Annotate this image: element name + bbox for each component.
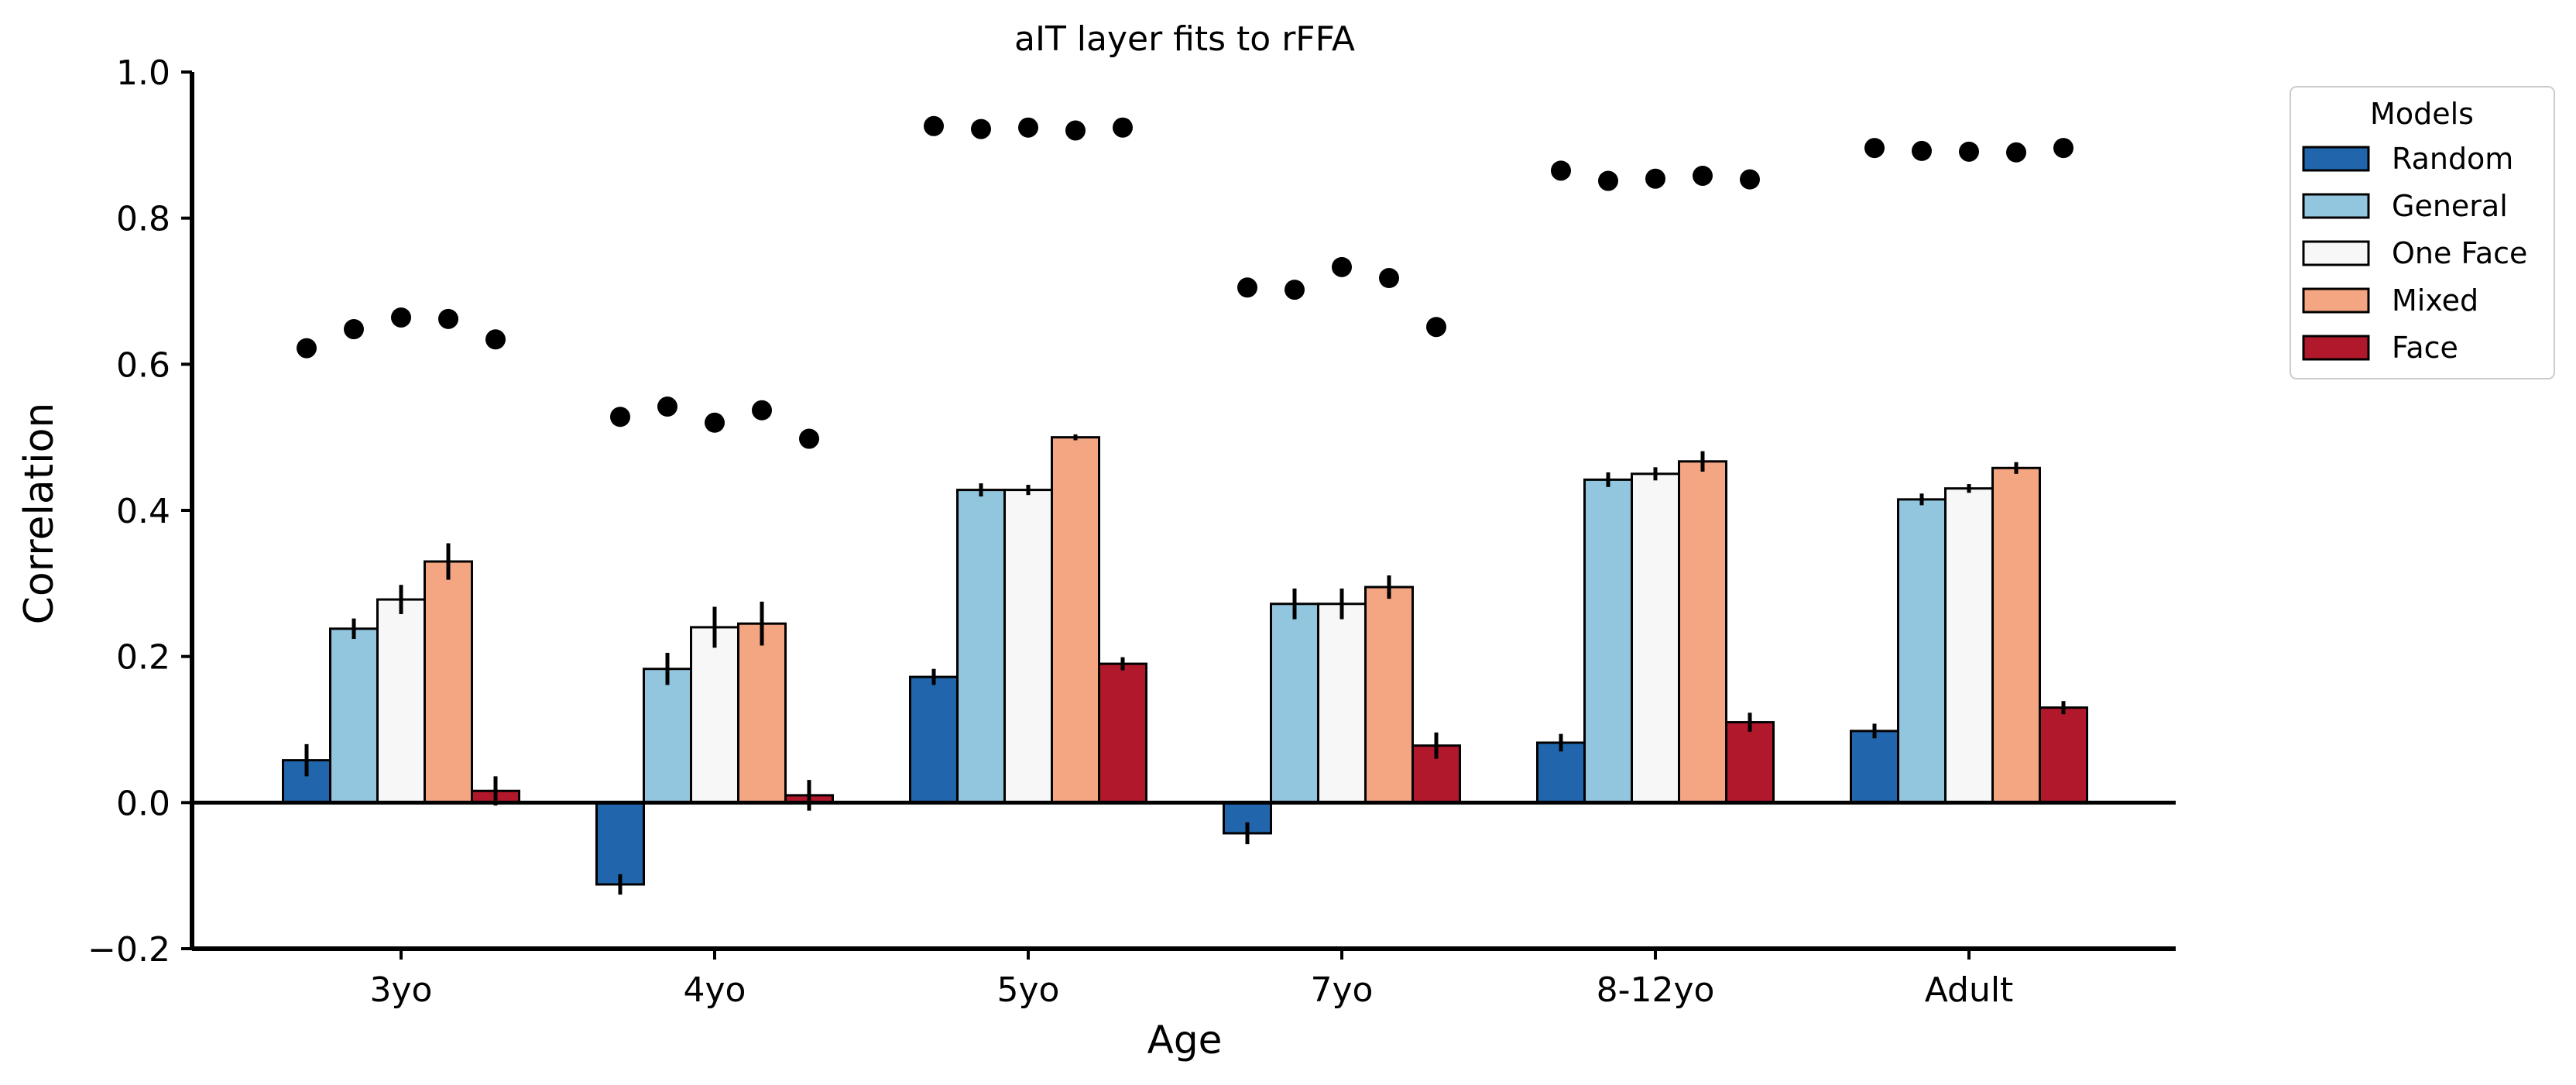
bar-mixed: [1991, 466, 2041, 804]
noise-ceiling-point: [1693, 165, 1713, 186]
x-tick-label: Adult: [1925, 970, 2014, 1010]
legend-swatch: [2302, 287, 2370, 314]
y-tick-label: 0.4: [116, 492, 170, 531]
noise-ceiling-point: [705, 412, 725, 433]
noise-ceiling-point: [924, 115, 944, 136]
noise-ceiling-point: [438, 308, 458, 329]
bar-mixed: [1678, 460, 1727, 804]
bar-general: [1897, 498, 1947, 804]
bar-general: [956, 489, 1006, 804]
bar-general: [1583, 478, 1633, 804]
noise-ceiling-point: [1065, 120, 1086, 141]
noise-ceiling-points-layer: [297, 115, 2073, 449]
x-tick-label: 5yo: [997, 970, 1060, 1010]
x-axis-label: Age: [1147, 1018, 1223, 1063]
noise-ceiling-point: [1426, 317, 1446, 338]
bar-one-face: [1944, 487, 1994, 804]
x-tick-label: 7yo: [1311, 970, 1374, 1010]
noise-ceiling-point: [1332, 256, 1352, 277]
y-tick-label: 0.2: [116, 638, 170, 678]
legend: Models Random General One Face Mixed Face: [2290, 86, 2555, 379]
noise-ceiling-point: [752, 400, 772, 421]
chart-title: aIT layer fits to rFFA: [1014, 19, 1355, 59]
bar-random: [909, 675, 959, 804]
bar-one-face: [1317, 603, 1367, 804]
axes-layer: [190, 72, 2176, 951]
y-axis-label: Correlation: [16, 403, 63, 625]
noise-ceiling-point: [971, 118, 991, 139]
noise-ceiling-point: [344, 319, 364, 340]
bar-general: [1270, 603, 1319, 804]
noise-ceiling-point: [2006, 142, 2026, 163]
noise-ceiling-point: [657, 397, 677, 417]
noise-ceiling-point: [1018, 117, 1038, 138]
bar-random: [1536, 741, 1586, 804]
legend-swatch: [2302, 240, 2370, 266]
legend-swatch: [2302, 146, 2370, 172]
noise-ceiling-point: [799, 428, 819, 449]
noise-ceiling-point: [1113, 117, 1133, 138]
noise-ceiling-point: [610, 407, 630, 427]
bar-mixed: [1364, 585, 1414, 804]
noise-ceiling-point: [1959, 141, 1979, 162]
legend-swatch: [2302, 193, 2370, 219]
bar-mixed: [1051, 436, 1100, 804]
noise-ceiling-point: [2053, 138, 2073, 159]
noise-ceiling-point: [1379, 268, 1399, 289]
noise-ceiling-point: [1645, 168, 1665, 189]
noise-ceiling-point: [297, 338, 317, 359]
noise-ceiling-point: [1285, 280, 1305, 300]
x-tick-label: 3yo: [370, 970, 433, 1010]
bar-general: [643, 668, 692, 804]
noise-ceiling-point: [1740, 169, 1760, 190]
noise-ceiling-point: [391, 307, 411, 328]
bar-one-face: [376, 598, 426, 804]
noise-ceiling-point: [485, 329, 506, 350]
legend-label: Random: [2392, 142, 2513, 176]
bar-random: [595, 801, 645, 886]
noise-ceiling-point: [1237, 277, 1257, 298]
y-tick-label: −0.2: [87, 930, 170, 970]
bar-general: [329, 627, 379, 804]
bar-random: [1850, 730, 1899, 804]
x-tick-label: 8-12yo: [1597, 970, 1715, 1010]
noise-ceiling-point: [1551, 160, 1571, 181]
ticks-layer: 3yo 4yo 5yo 7yo 8-12yo Adult −0.2 0.0 0.2 0.4 0.6 0…: [87, 53, 2013, 1010]
bar-one-face: [1631, 472, 1680, 804]
bar-one-face: [690, 626, 739, 804]
x-tick-label: 4yo: [684, 970, 746, 1010]
error-bars-layer: [304, 434, 2066, 895]
legend-title: Models: [2370, 97, 2474, 131]
legend-label: Mixed: [2392, 283, 2478, 318]
noise-ceiling-point: [1598, 170, 1618, 191]
legend-label: General: [2392, 189, 2508, 223]
bar-mixed: [424, 560, 473, 804]
y-tick-label: 0.6: [116, 345, 170, 385]
noise-ceiling-point: [1864, 138, 1885, 159]
bars-layer: [282, 436, 2088, 886]
y-tick-label: 1.0: [116, 53, 170, 93]
legend-label: Face: [2392, 331, 2458, 365]
bar-face: [1098, 662, 1147, 804]
legend-swatch: [2302, 335, 2370, 361]
legend-label: One Face: [2392, 236, 2527, 270]
noise-ceiling-point: [1912, 140, 1932, 161]
bar-face: [1725, 721, 1775, 804]
bar-face: [2039, 706, 2088, 804]
y-tick-label: 0.0: [116, 784, 170, 823]
y-tick-label: 0.8: [116, 200, 170, 239]
bar-one-face: [1003, 489, 1053, 804]
bar-mixed: [737, 622, 787, 804]
